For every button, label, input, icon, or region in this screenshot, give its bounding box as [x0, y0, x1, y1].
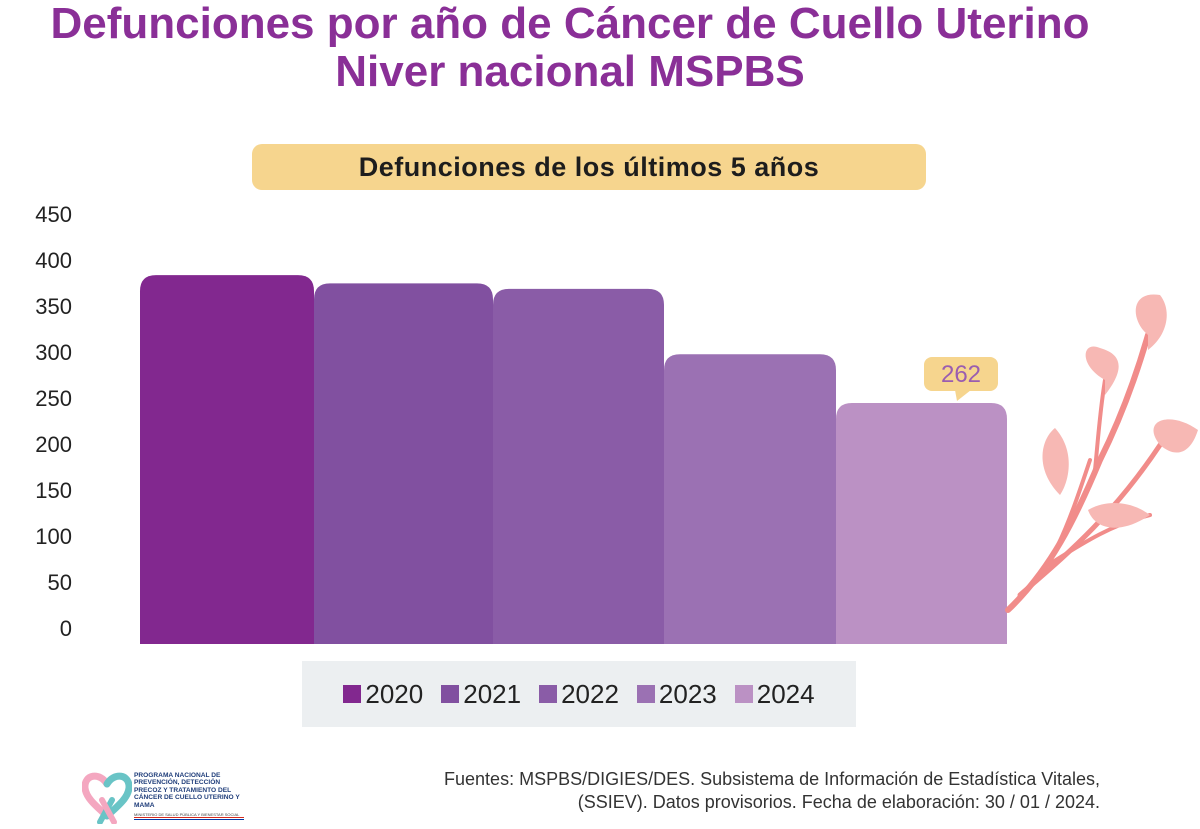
source-line-2: (SSIEV). Datos provisorios. Fecha de ela… — [577, 792, 1100, 812]
chart-legend: 2020 2021 2022 2023 2024 — [302, 661, 856, 727]
y-tick-label: 250 — [35, 386, 72, 411]
legend-label: 2021 — [463, 678, 522, 709]
legend-item-2023: 2023 — [636, 678, 717, 710]
bar-2020 — [140, 275, 314, 644]
legend-item-2024: 2024 — [734, 678, 815, 710]
legend-label: 2023 — [658, 678, 717, 709]
callout-pointer — [955, 389, 971, 401]
legend-swatch — [441, 685, 460, 703]
legend-label: 2022 — [561, 678, 619, 709]
y-axis: 0 50 100 150 200 250 300 350 400 450 — [35, 202, 72, 641]
title-line-2: Niver nacional MSPBS — [335, 47, 805, 96]
legend-swatch — [343, 685, 362, 703]
legend-label: 2024 — [756, 678, 815, 709]
data-label-2024: 262 — [941, 361, 981, 388]
y-tick-label: 350 — [35, 294, 72, 319]
bar-2021 — [314, 283, 493, 644]
bar-2024 — [836, 402, 1007, 644]
data-label-callout: 262 — [924, 356, 998, 401]
chart-subtitle: Defunciones de los últimos 5 años — [358, 151, 820, 182]
legend-label: 2020 — [365, 678, 424, 709]
y-tick-label: 100 — [35, 524, 72, 549]
legend-swatch — [636, 685, 655, 703]
flag-stripe — [134, 817, 244, 820]
y-tick-label: 150 — [35, 478, 72, 503]
branch-decoration-icon — [1005, 294, 1198, 613]
legend-item-2020: 2020 — [343, 679, 423, 710]
source-line-1: Fuentes: MSPBS/DIGIES/DES. Subsistema de… — [444, 769, 1100, 789]
y-tick-label: 50 — [48, 570, 72, 595]
logo-ministry: MINISTERIO DE SALUD PÚBLICA Y BIENESTAR … — [134, 812, 240, 817]
bars: 262 — [140, 275, 1007, 644]
y-tick-label: 200 — [35, 432, 72, 457]
legend-swatch — [734, 685, 753, 703]
callout-bubble — [924, 356, 998, 391]
program-logo: PROGRAMA NACIONAL DE PREVENCIÓN, DETECCI… — [81, 770, 244, 825]
y-tick-label: 450 — [35, 202, 72, 227]
source-note: Fuentes: MSPBS/DIGIES/DES. Subsistema de… — [444, 768, 1100, 814]
bar-2022 — [493, 288, 664, 644]
title-line-1: Defunciones por año de Cáncer de Cuello … — [50, 0, 1090, 48]
legend-swatch — [539, 685, 558, 703]
bar-2023 — [664, 354, 836, 644]
logo-program-name: PROGRAMA NACIONAL DE PREVENCIÓN, DETECCI… — [134, 772, 240, 809]
y-tick-label: 0 — [60, 616, 72, 641]
y-tick-label: 400 — [35, 248, 72, 273]
legend-item-2021: 2021 — [441, 679, 521, 710]
page-title: Defunciones por año de Cáncer de Cuello … — [0, 0, 1140, 96]
legend-item-2022: 2022 — [539, 679, 619, 710]
bar-chart: 0 50 100 150 200 250 300 350 400 450 262 — [35, 202, 1198, 644]
chart-subtitle-pill: Defunciones de los últimos 5 años — [252, 144, 926, 190]
ribbon-heart-icon — [81, 772, 133, 825]
y-tick-label: 300 — [35, 340, 72, 365]
